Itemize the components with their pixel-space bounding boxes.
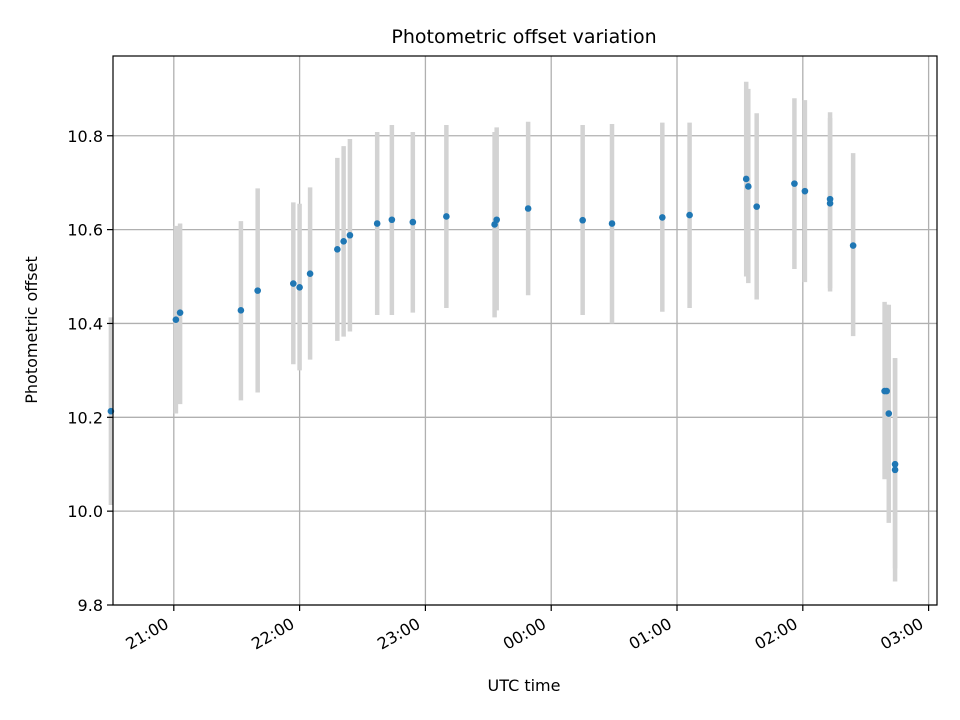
- data-point: [791, 180, 798, 187]
- x-axis-label: UTC time: [488, 676, 561, 695]
- data-point: [409, 218, 417, 226]
- data-point: [659, 214, 666, 221]
- data-point: [742, 175, 750, 183]
- y-tick-label: 10.2: [67, 408, 103, 427]
- data-point: [579, 216, 586, 224]
- y-tick-label: 10.4: [67, 314, 103, 333]
- y-axis-ticks: 9.8 10.0 10.2 10.4 10.6 10.8: [67, 127, 113, 615]
- data-point: [849, 242, 857, 249]
- data-point: [801, 187, 809, 195]
- data-point: [340, 238, 347, 245]
- data-point: [237, 307, 245, 314]
- data-point: [306, 270, 314, 278]
- data-point: [443, 213, 450, 220]
- chart-title: Photometric offset variation: [391, 26, 656, 48]
- data-point: [524, 205, 532, 212]
- data-point: [885, 410, 893, 417]
- data-point: [254, 287, 261, 294]
- plot-frame: [112, 55, 938, 606]
- y-tick-label: 10.8: [67, 127, 103, 146]
- data-point: [891, 460, 899, 468]
- data-point: [172, 316, 180, 324]
- data-point: [373, 220, 381, 227]
- data-point: [753, 203, 760, 210]
- data-point: [686, 211, 693, 219]
- y-tick-label: 10.6: [67, 221, 103, 240]
- data-point: [493, 216, 500, 224]
- data-point: [826, 200, 834, 207]
- data-point: [346, 231, 354, 239]
- data-point: [176, 309, 184, 316]
- data-point: [296, 284, 303, 291]
- y-tick-label: 10.0: [67, 502, 103, 521]
- data-point: [334, 246, 341, 253]
- y-tick-label: 9.8: [78, 596, 103, 615]
- data-point: [883, 387, 890, 395]
- data-point: [290, 280, 297, 287]
- y-axis-label: Photometric offset: [22, 256, 41, 404]
- data-point: [388, 216, 396, 224]
- data-point: [744, 183, 752, 190]
- data-point: [891, 466, 899, 474]
- data-point: [608, 220, 616, 227]
- data-points: [107, 175, 899, 474]
